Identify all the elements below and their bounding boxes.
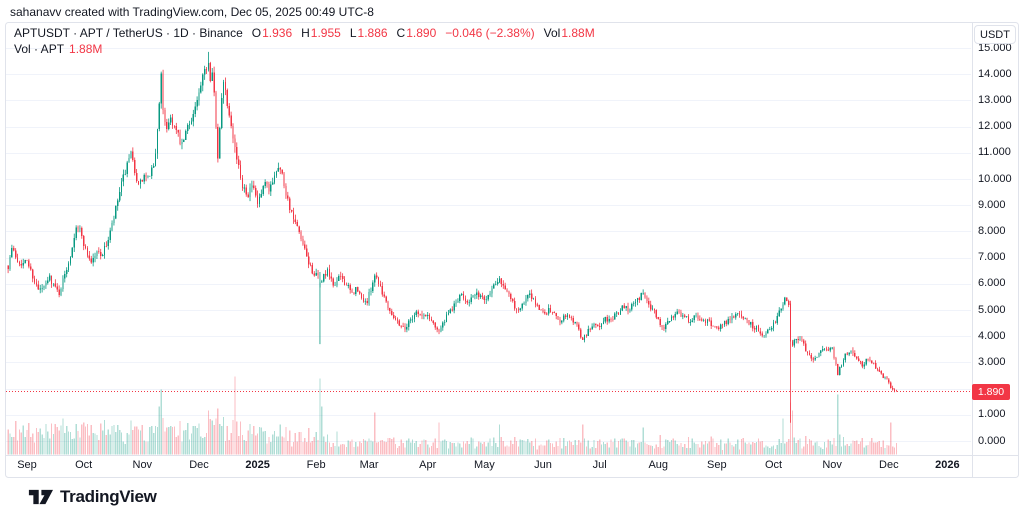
time-axis-label: May [473, 459, 495, 471]
tradingview-logo-text: TradingView [60, 487, 157, 506]
price-axis-label: 7.000 [978, 251, 1006, 264]
candle-wicks-layer [7, 51, 897, 423]
price-axis-label: 9.000 [978, 198, 1006, 211]
ohlc-open: O 1.936 [251, 26, 293, 40]
horizontal-gridlines [6, 48, 971, 442]
tradingview-logo[interactable]: TradingView [28, 486, 157, 508]
time-axis-label: Jun [534, 459, 552, 471]
candle-bodies-layer [7, 62, 898, 392]
price-axis-label: 10.000 [978, 172, 1012, 185]
time-axis-label: Nov [132, 459, 153, 471]
price-axis-label: 1.000 [978, 408, 1006, 421]
price-axis-label: 6.000 [978, 277, 1006, 290]
price-axis-label: 3.000 [978, 355, 1006, 368]
price-axis-label: 0.000 [978, 434, 1006, 447]
volume-legend: Vol · APT 1.88M [14, 42, 102, 56]
price-axis-label: 4.000 [978, 329, 1006, 342]
volume-legend-value: 1.88M [69, 42, 103, 56]
volume-bars-layer [7, 376, 898, 455]
ohlc-high: H 1.955 [301, 26, 341, 40]
panel-border [5, 22, 1019, 478]
time-axis-label: Oct [764, 459, 783, 471]
ohlc-low: L 1.886 [349, 26, 388, 40]
tradingview-logo-icon [28, 489, 53, 505]
price-axis-label: 12.000 [978, 120, 1012, 133]
price-axis-label: 15.000 [978, 41, 1012, 54]
price-axis-label: 11.000 [978, 146, 1011, 159]
price-change: −0.046 (−2.38%) [445, 26, 535, 40]
time-axis-label: Nov [822, 459, 842, 471]
time-axis-label: 2026 [935, 459, 960, 471]
time-axis-label: Jul [592, 459, 607, 471]
time-axis-label: Dec [879, 459, 899, 471]
time-axis-label: Sep [17, 459, 37, 471]
time-axis-label: Apr [419, 459, 437, 471]
price-axis-label: 5.000 [978, 303, 1006, 316]
attribution-text: sahanavv created with TradingView.com, D… [10, 5, 374, 19]
time-axis-label: Dec [189, 459, 209, 471]
currency-toggle-button[interactable]: USDT [974, 25, 1016, 44]
price-axis-label: 13.000 [978, 93, 1012, 106]
price-axis-label: 14.000 [978, 67, 1012, 80]
time-axis-label: Feb [306, 459, 326, 471]
ohlc-volume: Vol 1.88M [543, 26, 595, 40]
time-axis-label: 2025 [245, 459, 270, 471]
symbol-legend: APTUSDT · APT / TetherUS · 1D · Binance … [14, 26, 595, 40]
volume-legend-label[interactable]: Vol · APT [14, 42, 65, 56]
time-axis-label: Oct [75, 459, 93, 471]
axis-separators [5, 22, 1019, 478]
time-axis-label: Sep [707, 459, 727, 471]
time-axis-label: Aug [648, 459, 669, 471]
time-axis-label: Mar [359, 459, 379, 471]
price-axis-label: 8.000 [978, 224, 1006, 237]
symbol-description[interactable]: APTUSDT · APT / TetherUS · 1D · Binance [14, 26, 243, 40]
last-price-badge: 1.890 [972, 384, 1010, 400]
ohlc-close: C 1.890 [396, 26, 437, 40]
